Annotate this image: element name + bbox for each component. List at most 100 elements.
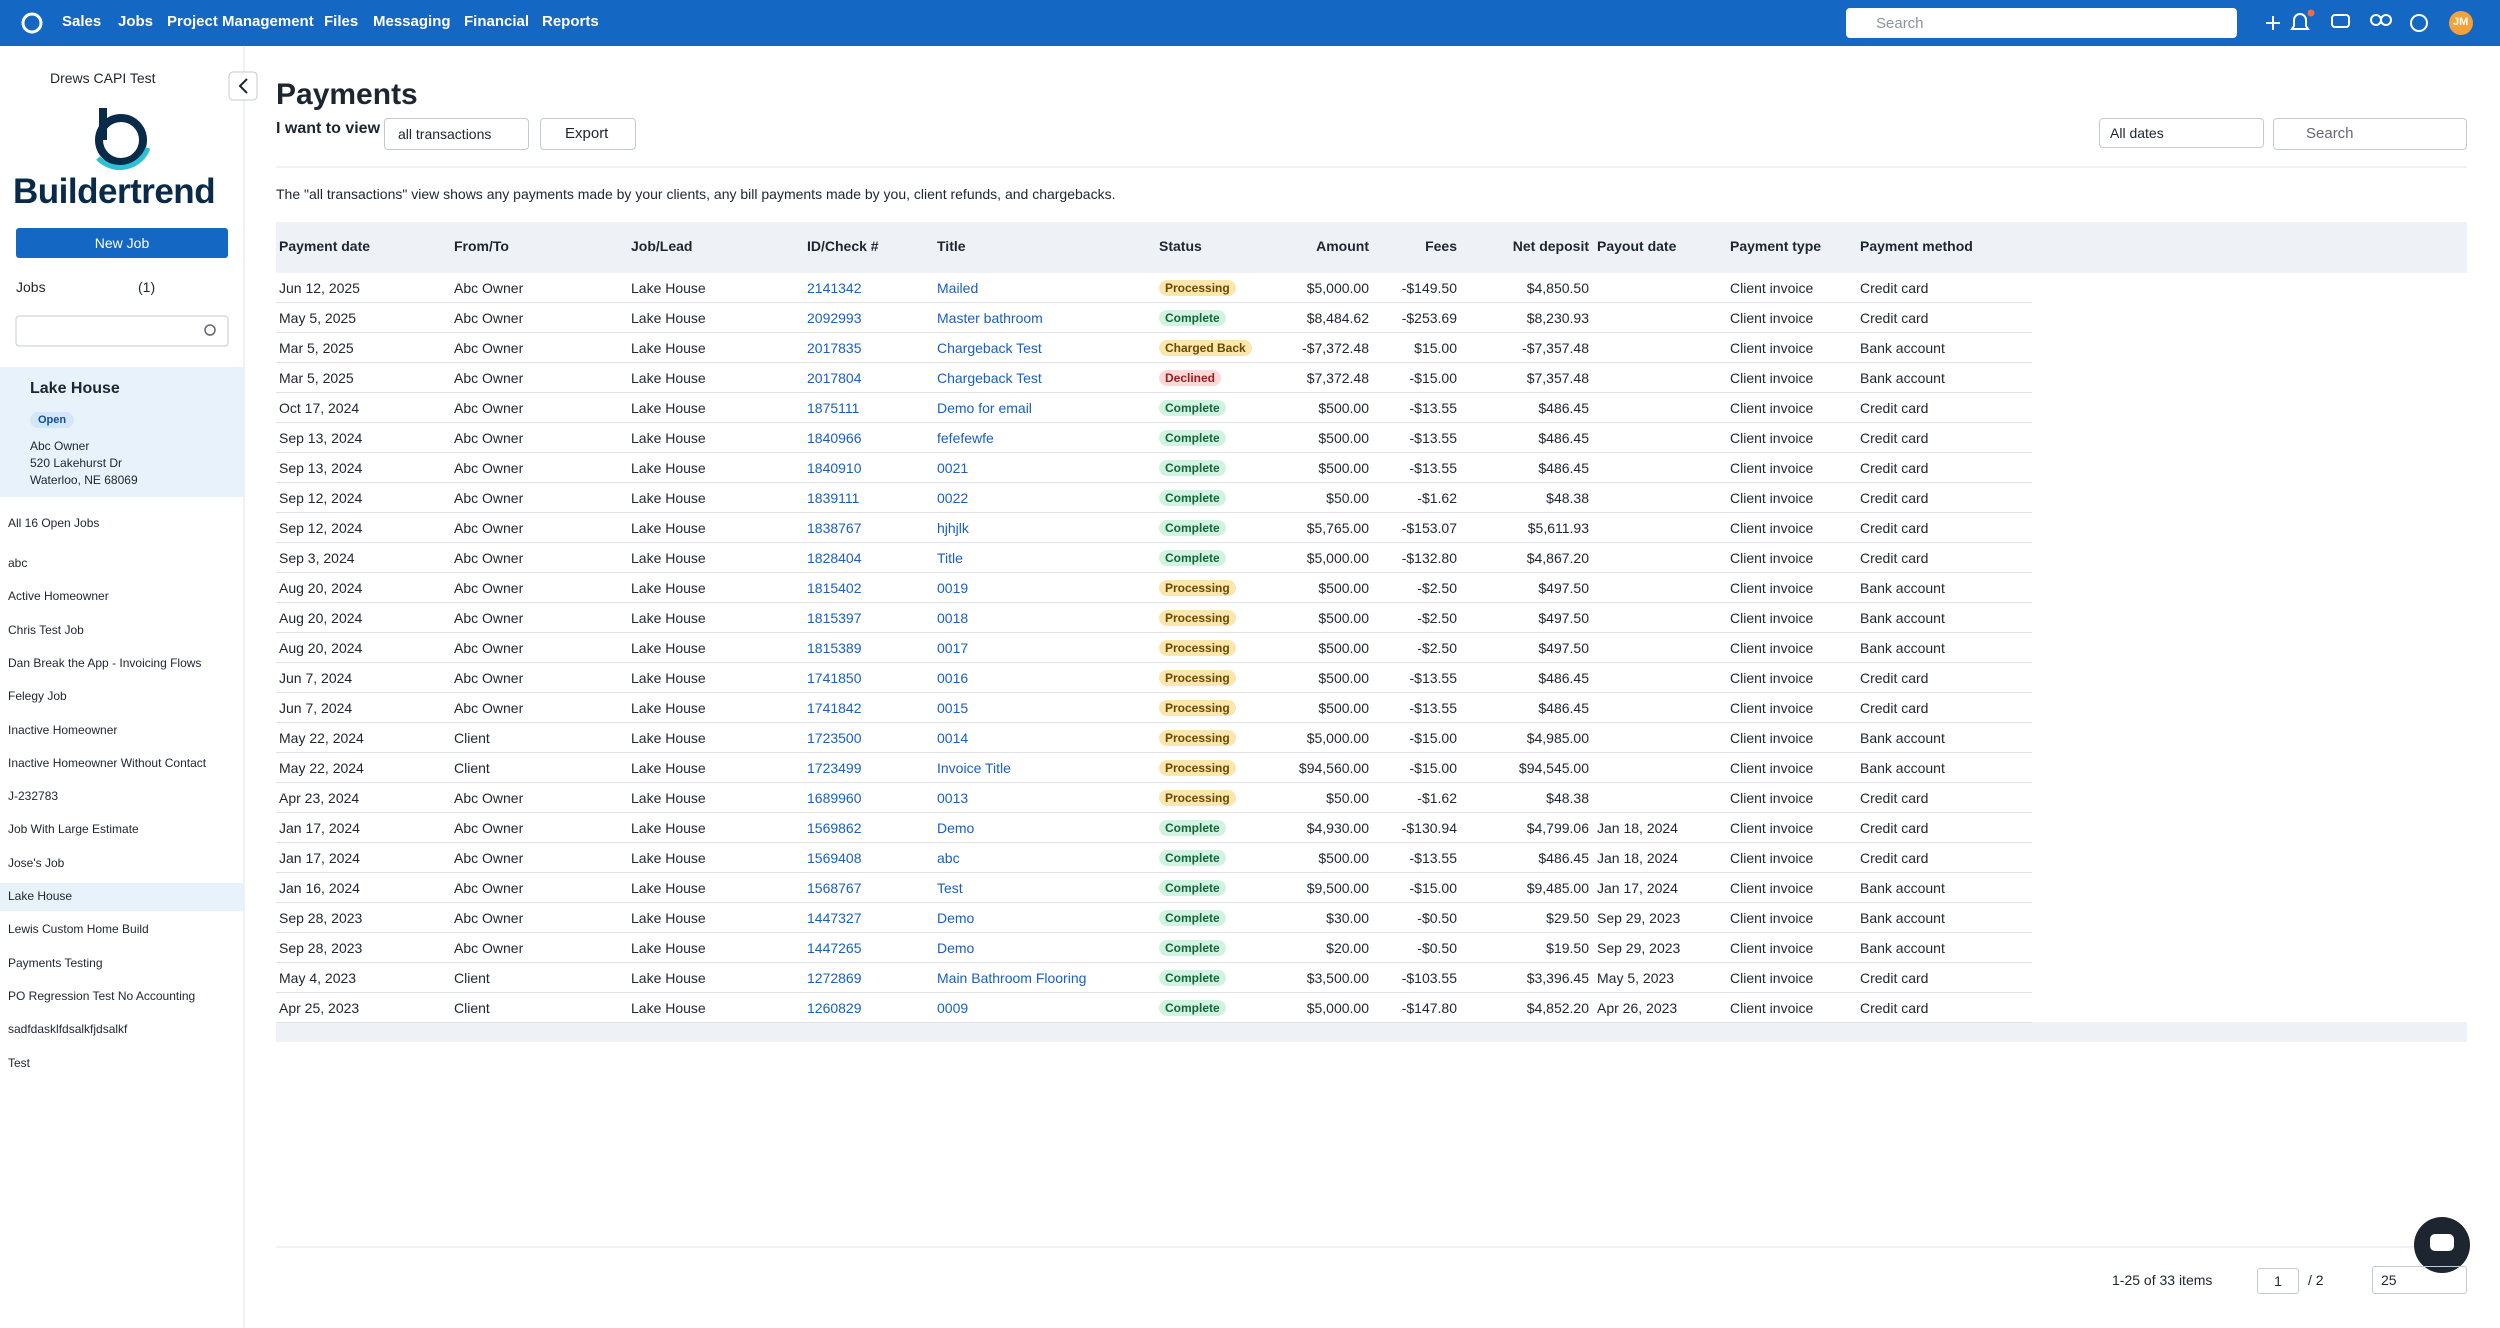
jobs-filter[interactable]: Jobs — [16, 279, 46, 295]
column-header[interactable]: Title — [937, 238, 966, 254]
link[interactable]: abc — [937, 850, 960, 866]
link[interactable]: 1815402 — [807, 580, 862, 596]
link[interactable]: 1838767 — [807, 520, 862, 536]
link[interactable]: Demo — [937, 940, 975, 956]
job-list-item[interactable]: Lake House — [8, 889, 73, 903]
link[interactable]: Mailed — [937, 280, 979, 296]
link[interactable]: 1447265 — [807, 940, 862, 956]
job-list-item[interactable]: Test — [8, 1055, 31, 1070]
nav-item[interactable]: Reports — [542, 13, 599, 30]
column-header[interactable]: Net deposit — [1512, 238, 1589, 254]
link[interactable]: 2141342 — [807, 280, 862, 296]
nav-item[interactable]: Files — [324, 13, 359, 30]
link[interactable]: 0018 — [937, 610, 969, 626]
job-list-item[interactable]: Jose's Job — [8, 855, 65, 870]
column-header[interactable]: Payout date — [1597, 238, 1677, 254]
link[interactable]: 0019 — [937, 580, 969, 596]
link[interactable]: hjhjlk — [937, 520, 969, 536]
job-list-item[interactable]: Dan Break the App - Invoicing Flows — [8, 655, 202, 670]
link[interactable]: 1828404 — [807, 550, 862, 566]
column-header[interactable]: From/To — [454, 238, 509, 254]
link[interactable]: 1875111 — [807, 400, 860, 416]
nav-item[interactable]: Sales — [62, 13, 102, 30]
link[interactable]: 1260829 — [807, 1000, 862, 1016]
link[interactable]: 1272869 — [807, 970, 862, 986]
link[interactable]: 0015 — [937, 700, 969, 716]
account-select[interactable]: Drews CAPI Test — [50, 70, 156, 86]
page-size[interactable]: 25 — [2372, 1266, 2467, 1294]
nav-item[interactable]: Financial — [464, 13, 530, 30]
link[interactable]: 1741850 — [807, 670, 862, 686]
cell: -$13.55 — [1409, 460, 1457, 476]
link[interactable]: Main Bathroom Flooring — [937, 970, 1087, 986]
column-header[interactable]: Payment method — [1860, 238, 1973, 254]
search-box[interactable] — [1846, 8, 2237, 38]
link[interactable]: Test — [937, 880, 963, 896]
link[interactable]: Demo for email — [937, 400, 1032, 416]
job-list-item[interactable]: Chris Test Job — [8, 622, 84, 637]
job-list-item[interactable]: Payments Testing — [8, 955, 103, 970]
link[interactable]: Invoice Title — [937, 760, 1011, 776]
job-list-item[interactable]: sadfdasklfdsalkfjdsalkf — [8, 1022, 128, 1037]
link[interactable]: 0009 — [937, 1000, 969, 1016]
job-list-item[interactable]: J-232783 — [8, 789, 59, 804]
page-input[interactable]: 1 — [2257, 1268, 2299, 1294]
column-header[interactable]: ID/Check # — [807, 238, 879, 254]
link[interactable]: 1815397 — [807, 610, 862, 626]
job-list-item[interactable]: Felegy Job — [8, 689, 67, 704]
column-header[interactable]: Status — [1159, 238, 1202, 254]
status-badge: Processing — [1159, 640, 1236, 656]
link[interactable]: 2017835 — [807, 340, 862, 356]
link[interactable]: 0016 — [937, 670, 969, 686]
link[interactable]: Chargeback Test — [937, 370, 1042, 386]
link[interactable]: 1689960 — [807, 790, 862, 806]
link[interactable]: 2017804 — [807, 370, 862, 386]
link[interactable]: Title — [937, 550, 963, 566]
column-header[interactable]: Payment type — [1730, 238, 1822, 254]
link[interactable]: 1815389 — [807, 640, 862, 656]
job-list-item[interactable]: Lewis Custom Home Build — [8, 922, 149, 937]
column-header[interactable]: Fees — [1425, 238, 1457, 254]
link[interactable]: 1569862 — [807, 820, 862, 836]
link[interactable]: Demo — [937, 910, 975, 926]
job-list-item[interactable]: PO Regression Test No Accounting — [8, 988, 196, 1003]
link[interactable]: 0017 — [937, 640, 969, 656]
link[interactable]: 1569408 — [807, 850, 862, 866]
link[interactable]: 1723499 — [807, 760, 862, 776]
nav-item[interactable]: Jobs — [118, 13, 154, 30]
link[interactable]: 0013 — [937, 790, 969, 806]
link[interactable]: 1568767 — [807, 880, 862, 896]
column-header[interactable]: Payment date — [279, 238, 371, 254]
link[interactable]: Master bathroom — [937, 310, 1043, 326]
filter-count[interactable]: (1) — [138, 279, 156, 295]
link[interactable]: fefefewfe — [937, 430, 994, 446]
new-job-button[interactable]: New Job — [16, 228, 228, 258]
job-list-item[interactable]: Inactive Homeowner Without Contact — [8, 755, 207, 770]
job-list-item[interactable]: Inactive Homeowner — [8, 722, 118, 737]
link[interactable]: 1447327 — [807, 910, 862, 926]
link[interactable]: Demo — [937, 820, 975, 836]
job-list-item[interactable]: Active Homeowner — [8, 589, 109, 604]
all-open-jobs[interactable]: All 16 Open Jobs — [8, 516, 100, 530]
link[interactable]: 2092993 — [807, 310, 862, 326]
link[interactable]: 0022 — [937, 490, 969, 506]
link[interactable]: 1723500 — [807, 730, 862, 746]
nav-item[interactable]: Project Management — [167, 13, 314, 30]
link[interactable]: 1741842 — [807, 700, 862, 716]
link[interactable]: 1839111 — [807, 490, 860, 506]
column-header[interactable]: Job/Lead — [631, 238, 693, 254]
job-list-item[interactable]: abc — [8, 556, 28, 570]
link[interactable]: 0021 — [937, 460, 969, 476]
job-list-item[interactable]: Job With Large Estimate — [8, 822, 139, 837]
selected-job-name[interactable]: Lake House — [30, 380, 120, 397]
export-button[interactable]: Export — [540, 118, 636, 150]
column-header[interactable]: Amount — [1316, 238, 1369, 254]
link[interactable]: 1840910 — [807, 460, 862, 476]
link[interactable]: 1840966 — [807, 430, 862, 446]
date-filter[interactable]: All dates — [2099, 118, 2264, 148]
view-select[interactable]: all transactions — [384, 118, 529, 150]
table-search[interactable]: Search — [2273, 118, 2467, 150]
link[interactable]: Chargeback Test — [937, 340, 1042, 356]
link[interactable]: 0014 — [937, 730, 969, 746]
nav-item[interactable]: Messaging — [373, 13, 451, 30]
